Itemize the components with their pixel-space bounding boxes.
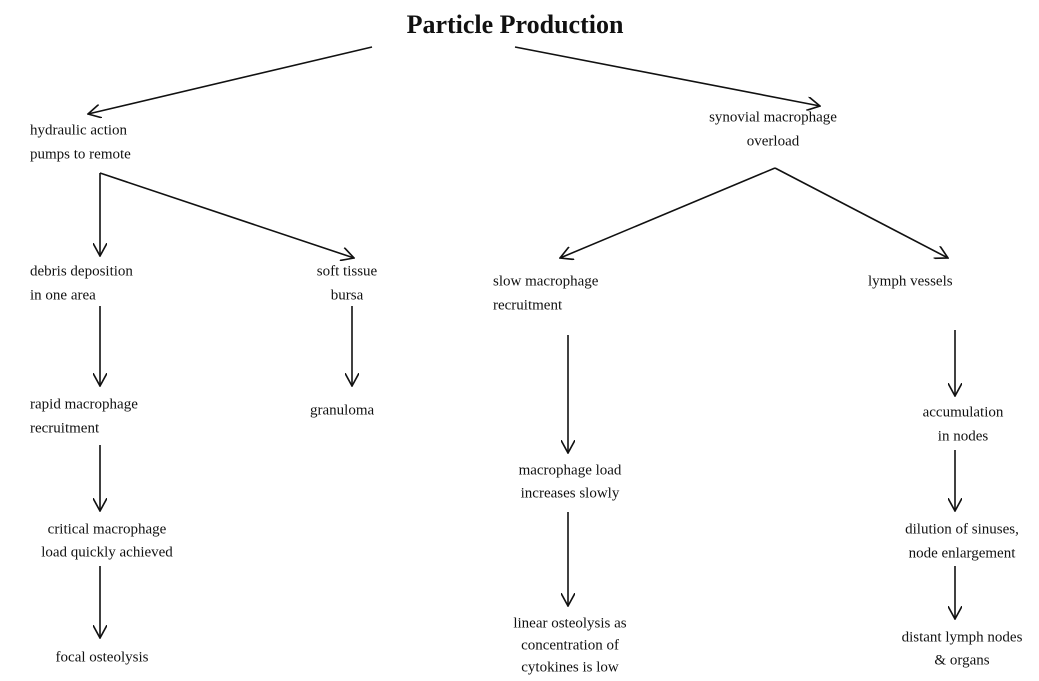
node-text: rapid macrophage <box>30 396 138 412</box>
node-text: hydraulic action <box>30 122 128 138</box>
node-text: increases slowly <box>521 485 620 501</box>
node-text: lymph vessels <box>868 273 953 289</box>
title: Particle Production <box>407 10 624 39</box>
arrow <box>99 172 354 258</box>
node-text: distant lymph nodes <box>902 629 1023 645</box>
node-text: overload <box>747 133 800 149</box>
node-text: node enlargement <box>909 545 1017 561</box>
arrow <box>88 46 373 114</box>
node-text: slow macrophage <box>493 273 599 289</box>
node-text: critical macrophage <box>48 521 167 537</box>
node-text: macrophage load <box>519 462 622 478</box>
node-text: load quickly achieved <box>41 544 173 560</box>
node-text: granuloma <box>310 402 374 418</box>
node-text: cytokines is low <box>521 659 619 675</box>
node-text: debris deposition <box>30 263 133 279</box>
node-text: soft tissue <box>317 263 378 279</box>
node-text: accumulation <box>923 404 1004 420</box>
node-text: recruitment <box>30 420 100 436</box>
nodes: hydraulic action pumps to remote synovia… <box>30 109 1023 675</box>
node-text: synovial macrophage <box>709 109 837 125</box>
node-text: focal osteolysis <box>56 649 149 665</box>
arrow <box>514 46 820 106</box>
node-text: in one area <box>30 287 96 303</box>
node-text: dilution of sinuses, <box>905 521 1019 537</box>
node-text: pumps to remote <box>30 146 131 162</box>
node-text: bursa <box>331 287 364 303</box>
arrows <box>88 46 955 638</box>
node-text: & organs <box>934 652 989 668</box>
node-text: recruitment <box>493 297 563 313</box>
arrow <box>774 167 948 258</box>
arrow <box>560 167 776 258</box>
node-text: concentration of <box>521 637 619 653</box>
node-text: linear osteolysis as <box>513 615 626 631</box>
node-text: in nodes <box>938 428 989 444</box>
